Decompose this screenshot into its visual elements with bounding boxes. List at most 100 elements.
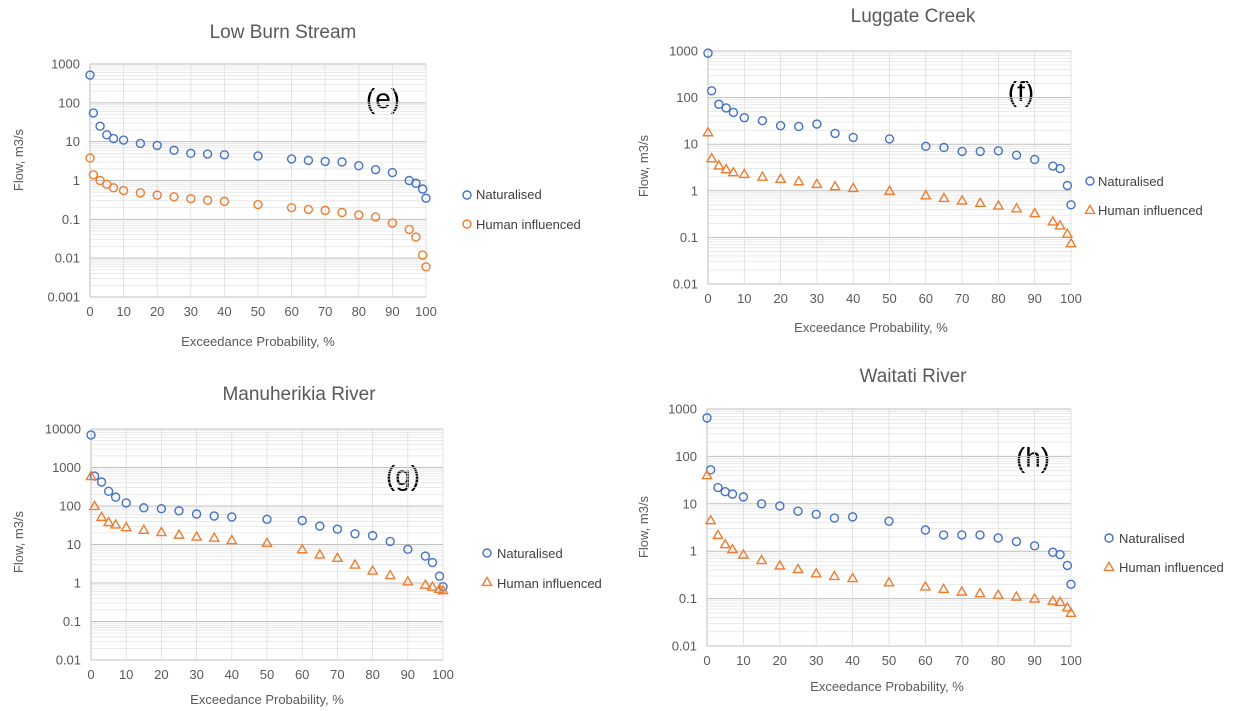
human-influenced-point — [919, 580, 932, 591]
x-tick-label: 70 — [318, 304, 332, 319]
human-influenced-point — [120, 521, 133, 532]
x-tick-label: 0 — [87, 667, 94, 682]
human-influenced-point — [713, 159, 725, 170]
naturalised-point — [152, 140, 162, 151]
human-influenced-point — [102, 516, 115, 527]
human-influenced-point — [919, 189, 932, 200]
legend-marker-naturalised — [1104, 533, 1114, 543]
legend-symbol-human-influenced — [1103, 560, 1115, 572]
naturalised-point — [354, 161, 364, 171]
human-influenced-point — [883, 576, 895, 587]
naturalised-point — [1066, 579, 1076, 590]
human-influenced-point — [883, 184, 896, 195]
human-influenced-point — [705, 152, 718, 163]
x-tick-label: 10 — [116, 304, 130, 319]
legend-item-naturalised: Naturalised — [482, 546, 563, 561]
human-influenced-point — [173, 528, 185, 539]
y-tick-label: 100 — [58, 95, 80, 110]
x-tick-label: 60 — [295, 667, 309, 682]
human-influenced-point — [992, 588, 1005, 599]
naturalised-point — [739, 113, 749, 123]
x-axis-title: Exceedance Probability, % — [190, 692, 344, 707]
gridlines — [90, 428, 444, 661]
legend-marker-human-influenced — [462, 219, 472, 229]
human-influenced-point — [225, 534, 238, 545]
y-tick-label: 100 — [676, 90, 698, 105]
chart-title: Manuherikia River — [222, 384, 376, 405]
y-tick-label: 10000 — [45, 422, 81, 437]
legend-marker-naturalised — [462, 190, 472, 200]
naturalised-point — [975, 530, 985, 540]
human-influenced-point — [1061, 227, 1074, 238]
legend-symbol-naturalised — [462, 190, 472, 200]
naturalised-point — [713, 482, 723, 493]
data-points — [701, 413, 1077, 618]
x-tick-label: 70 — [955, 653, 969, 668]
naturalised-point — [1055, 163, 1065, 174]
naturalised-point — [884, 516, 894, 526]
human-influenced-point — [118, 185, 129, 196]
x-tick-label: 100 — [1060, 291, 1082, 306]
human-influenced-point — [974, 587, 986, 598]
human-influenced-point — [109, 518, 122, 529]
human-influenced-point — [829, 180, 841, 191]
human-influenced-point — [313, 548, 326, 559]
human-influenced-point — [704, 514, 717, 525]
naturalised-point — [253, 151, 263, 161]
naturalised-point — [775, 501, 785, 511]
legend: Naturalised Human influenced — [481, 546, 602, 591]
y-tick-label: 1 — [691, 183, 698, 198]
naturalised-point — [202, 149, 213, 159]
x-tick-label: 70 — [330, 667, 344, 682]
naturalised-point — [103, 486, 114, 497]
naturalised-point — [993, 146, 1004, 156]
human-influenced-point — [404, 224, 414, 235]
x-tick-label: 30 — [184, 304, 198, 319]
y-tick-label: 10 — [683, 496, 697, 511]
naturalised-point — [1011, 150, 1022, 160]
naturalised-point — [957, 530, 967, 540]
naturalised-point — [315, 521, 325, 531]
naturalised-point — [706, 86, 717, 96]
y-tick-label: 0.01 — [56, 653, 81, 668]
x-axis-title: Exceedance Probability, % — [810, 679, 964, 694]
human-influenced-point — [738, 167, 751, 179]
human-influenced-point — [401, 575, 414, 586]
panel-label: (e) — [366, 83, 400, 114]
naturalised-point — [169, 145, 179, 155]
naturalised-point — [110, 492, 121, 502]
naturalised-point — [186, 148, 196, 159]
human-influenced-point — [1054, 595, 1066, 607]
human-influenced-point — [726, 543, 739, 554]
x-tick-label: 70 — [955, 291, 969, 306]
naturalised-point — [1029, 154, 1040, 165]
naturalised-point — [705, 465, 716, 475]
naturalised-point — [219, 150, 230, 160]
human-influenced-point — [755, 554, 768, 565]
naturalised-point — [332, 524, 343, 534]
x-axis-title: Exceedance Probability, % — [794, 320, 948, 335]
y-tick-label: 100 — [59, 499, 81, 514]
naturalised-point — [728, 107, 739, 118]
human-influenced-point — [186, 193, 196, 204]
x-tick-label: 40 — [225, 667, 239, 682]
human-influenced-point — [846, 572, 859, 583]
chart-panel-manuherikia-river: Manuherikia River (g) Flow, m3/s Exceeda… — [11, 384, 602, 707]
naturalised-point — [337, 157, 347, 167]
human-influenced-point — [792, 175, 805, 186]
y-tick-label: 1000 — [52, 460, 81, 475]
human-influenced-point — [85, 470, 97, 481]
naturalised-point — [1011, 536, 1022, 547]
naturalised-point — [703, 48, 713, 58]
gridlines — [89, 63, 427, 298]
naturalised-point — [921, 141, 931, 152]
y-axis-title: Flow, m3/s — [11, 510, 26, 573]
x-tick-label: 80 — [352, 304, 366, 319]
naturalised-point — [702, 413, 712, 423]
human-influenced-point — [303, 204, 314, 215]
x-tick-label: 60 — [919, 291, 933, 306]
legend-symbol-naturalised — [1085, 176, 1095, 186]
naturalised-point — [118, 135, 129, 145]
naturalised-point — [303, 155, 314, 166]
tick-labels: 0.01 0.1 1 10 100 1000 10000 0 10 20 30 40 50 60 70 80 9… — [45, 422, 454, 683]
